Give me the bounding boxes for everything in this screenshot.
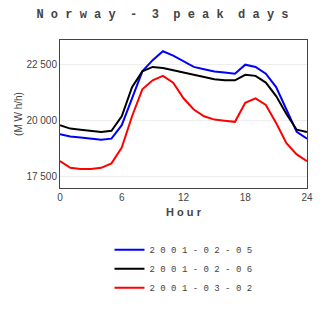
svg-text:2 0 0 1 - 0 2 - 0 6: 2 0 0 1 - 0 2 - 0 6	[150, 265, 253, 275]
svg-text:0: 0	[57, 192, 63, 203]
svg-text:N o r w a y - 3 p e a k d: N o r w a y - 3 p e a k d a y s	[36, 8, 288, 22]
svg-text:6: 6	[119, 192, 125, 203]
svg-text:2 0 0 1 - 0 2 - 0 5: 2 0 0 1 - 0 2 - 0 5	[150, 246, 253, 256]
svg-text:12: 12	[178, 192, 190, 203]
svg-text:24: 24	[301, 192, 313, 203]
svg-text:H o u r: H o u r	[166, 206, 202, 218]
svg-text:18: 18	[240, 192, 252, 203]
svg-text:22 500: 22 500	[26, 59, 57, 70]
svg-text:2 0 0 1 - 0 3 - 0 2: 2 0 0 1 - 0 3 - 0 2	[150, 284, 253, 294]
svg-text:17 500: 17 500	[26, 171, 57, 182]
svg-text:(M W h/h): (M W h/h)	[13, 92, 24, 136]
svg-text:20 000: 20 000	[26, 115, 57, 126]
